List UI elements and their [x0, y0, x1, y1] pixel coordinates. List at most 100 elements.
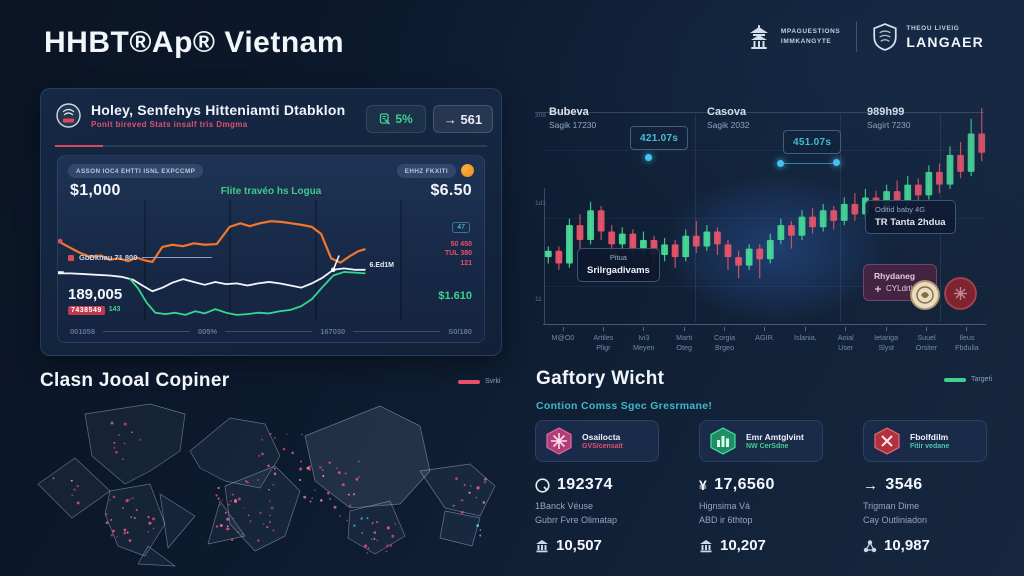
map-dot [482, 501, 486, 504]
price-chip-1[interactable]: 421.07s [630, 126, 689, 150]
map-dot [227, 503, 231, 506]
map-dot [346, 519, 349, 522]
stat-row: 192374 [535, 476, 659, 494]
big-value: 189,005 [68, 286, 123, 303]
candle [724, 244, 732, 258]
logo-pagoda[interactable]: MPAGUESTIONS IMMKANGYTE [746, 24, 840, 50]
map-dot [215, 494, 218, 497]
map-dot [367, 547, 370, 550]
candle [692, 235, 700, 247]
map-dot [299, 467, 302, 470]
shield-icon [873, 23, 898, 51]
metric-card-2[interactable]: Emr Amtglvint NW CerSdne [699, 420, 823, 462]
map-dot [268, 520, 272, 524]
chart-header-1: Bubeva Sagik 17230 [549, 106, 597, 130]
y-axis-label: 1d1 [535, 200, 546, 207]
map-dot [73, 488, 76, 491]
map-dot [152, 517, 156, 521]
map-dot [267, 464, 270, 468]
map-dot [274, 467, 276, 470]
trend-line-chart [58, 204, 366, 322]
candle [661, 244, 668, 255]
map-dot [217, 487, 220, 490]
card-sub: Fitir vedane [910, 443, 950, 451]
stat-caption: 1Banck Véuse Gubrr Fvre Olimatap [535, 501, 618, 525]
candle [735, 257, 742, 266]
map-dot [76, 501, 80, 505]
panel-title: Holey, Senfehys Hitteniamti Dtabklon [91, 102, 346, 118]
count-value: → 561 [443, 111, 483, 127]
bank-icon [700, 539, 712, 552]
tooltip-oditid[interactable]: Oditid baby 4G TR Tanta 2hdua [865, 200, 956, 234]
map-dot [116, 536, 118, 538]
chart-tag-left[interactable]: ASSON IOC4 EHTTI ISNL EXPCCMP [68, 164, 204, 178]
card-title: Osailocta [582, 431, 621, 442]
map-dot [299, 478, 302, 481]
flag-icon [380, 113, 391, 125]
candle [618, 233, 626, 245]
percent-badge[interactable]: 5% [366, 105, 426, 133]
metric-card-1[interactable]: Osailocta GVS/censait [535, 420, 659, 462]
map-dot [319, 465, 322, 469]
metric-card-3[interactable]: Fbolfdilm Fitir vedane [863, 420, 987, 462]
map-dot [371, 521, 374, 524]
map-dot [314, 489, 316, 491]
map-dot [272, 483, 275, 486]
map-dot [123, 442, 126, 445]
map-dot [291, 451, 294, 455]
q-circle-icon [535, 477, 550, 493]
map-dot [105, 521, 109, 525]
map-dot [303, 495, 307, 499]
map-dot [468, 491, 471, 494]
map-dot [366, 552, 369, 554]
map-dot [268, 488, 270, 491]
x-axis-label: Ietariga Slyst [866, 327, 906, 352]
card-title: Emr Amtglvint [746, 431, 804, 442]
map-dot [385, 550, 388, 553]
map-dot [266, 525, 269, 529]
map-dot [347, 493, 350, 496]
map-dot [452, 504, 455, 507]
map-dot [125, 499, 129, 503]
logo-langaer[interactable]: THEOU LIVEIG LANGAER [873, 23, 984, 51]
chart-header-2: Casova Sagik 2032 [707, 106, 750, 130]
map-dot [341, 483, 345, 487]
chart-tag-right[interactable]: EHHZ FKXITI [396, 164, 456, 178]
count-badge[interactable]: → 561 [433, 105, 493, 133]
map-dot [371, 538, 373, 540]
trend-x-axis: 001058 005% 167030 S0/180 [70, 327, 472, 336]
red-dash-icon [458, 379, 480, 384]
candle-x-axis-line [543, 324, 986, 325]
coin-icon-red[interactable] [944, 277, 977, 310]
coin-icon-gold[interactable] [910, 280, 940, 310]
x-axis-label: Aoial User [826, 327, 866, 352]
map-dot [371, 522, 374, 525]
map-dot [109, 499, 111, 502]
candle-x-labels: M@O0 Artiles Pligr Ivi3 Meyen Marti Oteg Corgia… [543, 327, 987, 352]
map-dot [139, 438, 142, 441]
candle [682, 235, 690, 258]
axis-label: 001058 [70, 327, 96, 336]
map-dot [268, 500, 271, 502]
price-chip-2[interactable]: 451.07s [783, 130, 842, 154]
map-dot [348, 504, 352, 508]
world-map[interactable] [30, 396, 510, 570]
map-dot [257, 539, 260, 542]
map-dot [113, 441, 116, 444]
map-dot [258, 454, 261, 457]
map-dot [112, 529, 115, 533]
map-dot [131, 497, 134, 500]
map-dot [344, 472, 347, 475]
map-dot [105, 513, 108, 516]
spark-icon [875, 285, 881, 292]
small-chip[interactable]: 47 [452, 222, 470, 233]
map-dot [262, 523, 265, 526]
stats-panel: Holey, Senfehys Hitteniamti Dtabklon Pon… [40, 88, 502, 356]
x-axis-label: Marti Oteg [664, 327, 704, 352]
tooltip-pitua[interactable]: Pitua Srilrgadivams [577, 248, 660, 282]
metric-column-3: Fbolfdilm Fitir vedane → 3546 Trigman Di… [863, 420, 987, 554]
stat-value: 3546 [885, 476, 923, 493]
map-dot [469, 485, 472, 487]
value-left: $1,000 [70, 182, 121, 199]
candle [788, 225, 795, 236]
